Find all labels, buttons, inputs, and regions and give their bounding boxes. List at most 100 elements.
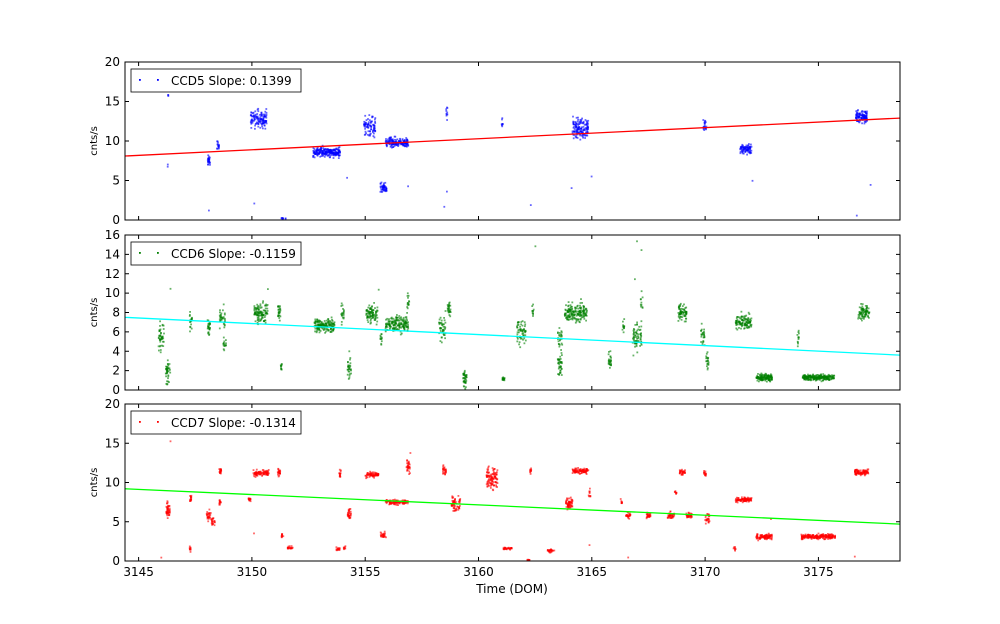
data-point xyxy=(393,319,396,322)
data-point xyxy=(191,317,193,320)
data-point xyxy=(278,472,281,474)
data-point xyxy=(571,318,574,321)
data-point xyxy=(854,469,857,472)
data-point xyxy=(635,331,637,334)
data-point xyxy=(861,471,864,473)
data-point xyxy=(747,326,750,329)
data-point xyxy=(157,337,160,340)
data-point xyxy=(252,473,255,476)
data-point xyxy=(446,119,448,121)
data-point xyxy=(405,137,408,139)
data-point xyxy=(588,495,590,498)
data-point xyxy=(346,368,349,371)
data-point xyxy=(404,499,407,502)
data-point xyxy=(639,328,642,331)
data-point xyxy=(363,134,366,136)
data-point xyxy=(854,470,857,473)
data-point xyxy=(257,471,260,473)
data-point xyxy=(366,317,368,319)
data-point xyxy=(834,534,836,537)
data-point xyxy=(516,337,519,340)
data-point xyxy=(516,333,519,336)
data-point xyxy=(685,514,688,516)
data-point xyxy=(863,469,865,472)
data-point xyxy=(382,186,384,189)
data-point xyxy=(259,470,262,473)
data-point xyxy=(397,502,400,504)
data-point xyxy=(319,323,321,326)
data-point xyxy=(259,118,262,120)
data-point xyxy=(581,133,584,136)
y-tick-label: 16 xyxy=(105,228,120,242)
data-point xyxy=(747,499,750,502)
data-point xyxy=(314,324,317,327)
data-point xyxy=(255,115,258,118)
data-point xyxy=(530,467,532,470)
data-point xyxy=(763,535,766,537)
data-point xyxy=(392,500,395,503)
data-point xyxy=(331,323,334,325)
data-point xyxy=(255,472,257,475)
legend-label: CCD5 Slope: 0.1399 xyxy=(171,74,292,88)
data-point xyxy=(337,150,340,153)
data-point xyxy=(314,327,317,330)
data-point xyxy=(279,309,282,312)
data-point xyxy=(570,498,573,501)
data-point xyxy=(677,312,680,314)
data-point xyxy=(855,214,858,217)
data-point xyxy=(189,326,192,329)
data-point xyxy=(797,329,800,332)
data-point xyxy=(256,473,259,475)
data-point xyxy=(705,518,708,521)
data-point xyxy=(205,513,208,515)
data-point xyxy=(402,501,404,504)
data-point xyxy=(810,535,812,538)
data-point xyxy=(442,472,444,475)
data-point xyxy=(550,548,552,551)
data-point xyxy=(633,328,636,331)
data-point xyxy=(742,152,745,155)
data-point xyxy=(255,468,258,471)
data-point xyxy=(866,469,869,472)
data-point xyxy=(636,240,638,243)
data-point xyxy=(409,452,412,454)
data-point xyxy=(373,473,375,475)
data-point xyxy=(253,116,255,119)
data-point xyxy=(832,535,834,538)
data-point xyxy=(573,468,576,471)
data-point xyxy=(810,379,813,381)
data-point xyxy=(739,323,742,326)
data-point xyxy=(190,498,193,501)
data-point xyxy=(571,502,573,505)
data-point xyxy=(165,510,168,513)
data-point xyxy=(632,337,634,340)
data-point xyxy=(259,126,262,129)
data-point xyxy=(408,462,411,465)
data-point xyxy=(582,306,585,309)
data-point xyxy=(390,317,392,320)
data-point xyxy=(816,533,818,536)
data-point xyxy=(328,150,330,153)
data-point xyxy=(400,143,402,146)
data-point xyxy=(703,124,706,126)
legend: CCD6 Slope: -0.1159 xyxy=(130,241,302,266)
data-point xyxy=(404,139,406,142)
data-point xyxy=(808,378,811,381)
data-point xyxy=(749,499,752,501)
data-point xyxy=(680,312,683,315)
data-point xyxy=(760,377,763,380)
data-point xyxy=(169,440,172,443)
data-point xyxy=(260,306,263,309)
data-point xyxy=(681,471,684,474)
data-point xyxy=(400,321,403,324)
data-point xyxy=(264,307,267,310)
data-point xyxy=(869,184,872,186)
data-point xyxy=(589,495,592,498)
data-point xyxy=(262,127,264,130)
data-point xyxy=(640,249,643,251)
data-point xyxy=(342,546,345,549)
data-point xyxy=(578,123,581,125)
data-point xyxy=(632,334,635,336)
y-axis-label: cnts/s xyxy=(89,126,100,156)
data-point xyxy=(580,314,582,316)
